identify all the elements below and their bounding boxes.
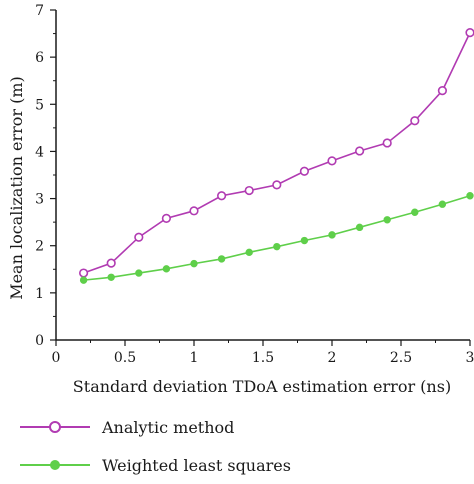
data-point bbox=[190, 259, 198, 268]
data-point bbox=[299, 166, 310, 176]
data-point bbox=[244, 185, 254, 196]
x-tick-label: 0 bbox=[52, 350, 61, 366]
data-point bbox=[162, 265, 171, 273]
x-tick-label: 0.5 bbox=[114, 350, 136, 366]
series-layer bbox=[78, 28, 474, 284]
data-point bbox=[106, 258, 116, 268]
data-point bbox=[328, 231, 336, 239]
data-point bbox=[466, 192, 474, 200]
line-chart: 0 0.5 1 1.5 2 2.5 3 0 1 2 3 4 5 6 7 Standard deviatio… bbox=[7, 3, 474, 396]
legend-label-analytic: Analytic method bbox=[102, 417, 235, 437]
data-point bbox=[327, 156, 337, 166]
y-tick-label: 5 bbox=[35, 97, 44, 113]
legend-item-wls: Weighted least squares bbox=[20, 446, 291, 484]
data-point bbox=[438, 200, 447, 208]
y-tick-label: 1 bbox=[35, 286, 44, 302]
data-point bbox=[411, 208, 419, 216]
data-point bbox=[383, 216, 391, 224]
data-point bbox=[437, 86, 448, 96]
data-point bbox=[161, 213, 171, 223]
data-point bbox=[135, 269, 143, 277]
legend-swatch-analytic bbox=[20, 419, 90, 435]
series-analytic bbox=[78, 28, 474, 278]
x-tick-label: 2 bbox=[328, 350, 337, 366]
y-axis-title: Mean localization error (m) bbox=[7, 76, 26, 300]
data-point bbox=[355, 223, 364, 232]
data-point bbox=[410, 116, 420, 126]
legend: Analytic method Weighted least squares bbox=[20, 408, 291, 484]
y-tick-label: 6 bbox=[35, 50, 44, 66]
y-tick-label: 3 bbox=[35, 192, 44, 208]
legend-swatch-wls bbox=[20, 457, 90, 473]
y-axis-ticks: 0 1 2 3 4 5 6 7 bbox=[35, 3, 56, 349]
legend-item-analytic: Analytic method bbox=[20, 408, 291, 446]
x-tick-label: 1.5 bbox=[252, 350, 274, 366]
axes bbox=[55, 10, 470, 341]
data-point bbox=[273, 242, 281, 251]
data-point bbox=[355, 146, 365, 156]
y-tick-label: 2 bbox=[35, 239, 44, 255]
data-point bbox=[272, 180, 282, 190]
data-point bbox=[217, 191, 227, 201]
x-tick-label: 1 bbox=[190, 350, 199, 366]
legend-label-wls: Weighted least squares bbox=[102, 455, 291, 475]
data-point bbox=[78, 268, 89, 278]
data-point bbox=[245, 248, 253, 257]
data-point bbox=[79, 276, 88, 284]
series-wls bbox=[79, 192, 474, 284]
data-point bbox=[382, 138, 392, 148]
data-point bbox=[465, 28, 474, 38]
data-point bbox=[107, 273, 115, 281]
y-tick-label: 7 bbox=[35, 3, 44, 19]
data-point bbox=[134, 232, 144, 242]
data-point bbox=[300, 236, 309, 245]
y-tick-label: 0 bbox=[35, 333, 44, 349]
x-axis-ticks: 0 0.5 1 1.5 2 2.5 3 bbox=[52, 340, 474, 366]
x-tick-label: 2.5 bbox=[390, 350, 412, 366]
y-tick-label: 4 bbox=[35, 144, 44, 160]
x-tick-label: 3 bbox=[466, 350, 474, 366]
x-axis-title: Standard deviation TDoA estimation error… bbox=[73, 377, 451, 396]
data-point bbox=[189, 206, 199, 216]
data-point bbox=[217, 255, 226, 263]
